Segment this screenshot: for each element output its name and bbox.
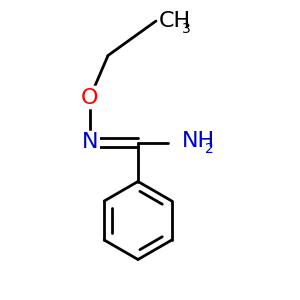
Text: CH: CH [159, 11, 191, 31]
Text: O: O [81, 88, 99, 107]
Text: NH: NH [182, 131, 214, 151]
Text: 3: 3 [182, 22, 190, 36]
Text: N: N [82, 133, 98, 152]
Text: 2: 2 [206, 142, 214, 156]
